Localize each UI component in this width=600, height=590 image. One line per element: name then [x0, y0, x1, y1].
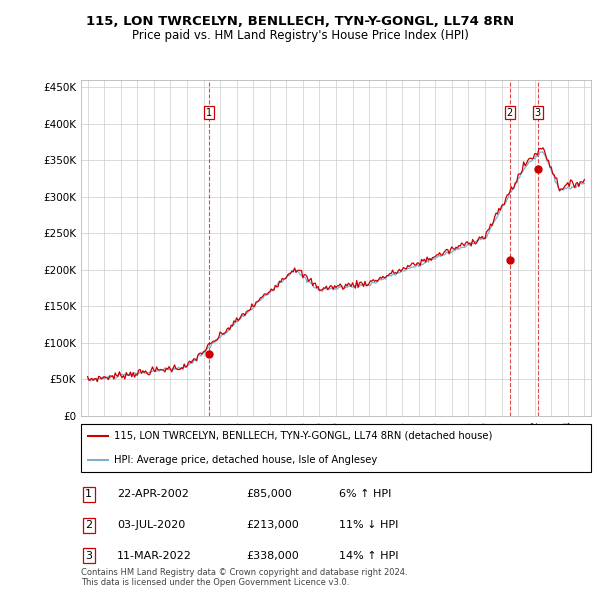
- Text: 11-MAR-2022: 11-MAR-2022: [117, 551, 192, 560]
- Text: 2: 2: [507, 107, 513, 117]
- Text: 115, LON TWRCELYN, BENLLECH, TYN-Y-GONGL, LL74 8RN: 115, LON TWRCELYN, BENLLECH, TYN-Y-GONGL…: [86, 15, 514, 28]
- Text: 1: 1: [206, 107, 212, 117]
- Text: Price paid vs. HM Land Registry's House Price Index (HPI): Price paid vs. HM Land Registry's House …: [131, 30, 469, 42]
- Text: 2: 2: [85, 520, 92, 530]
- Text: 6% ↑ HPI: 6% ↑ HPI: [339, 490, 391, 499]
- Text: 11% ↓ HPI: 11% ↓ HPI: [339, 520, 398, 530]
- Text: 115, LON TWRCELYN, BENLLECH, TYN-Y-GONGL, LL74 8RN (detached house): 115, LON TWRCELYN, BENLLECH, TYN-Y-GONGL…: [114, 431, 493, 441]
- Text: 3: 3: [535, 107, 541, 117]
- Text: Contains HM Land Registry data © Crown copyright and database right 2024.
This d: Contains HM Land Registry data © Crown c…: [81, 568, 407, 587]
- Text: 1: 1: [85, 490, 92, 499]
- Text: 3: 3: [85, 551, 92, 560]
- FancyBboxPatch shape: [81, 424, 591, 472]
- Text: 14% ↑ HPI: 14% ↑ HPI: [339, 551, 398, 560]
- Text: 03-JUL-2020: 03-JUL-2020: [117, 520, 185, 530]
- Text: HPI: Average price, detached house, Isle of Anglesey: HPI: Average price, detached house, Isle…: [114, 455, 377, 465]
- Text: £338,000: £338,000: [246, 551, 299, 560]
- Text: £213,000: £213,000: [246, 520, 299, 530]
- Text: 22-APR-2002: 22-APR-2002: [117, 490, 189, 499]
- Text: £85,000: £85,000: [246, 490, 292, 499]
